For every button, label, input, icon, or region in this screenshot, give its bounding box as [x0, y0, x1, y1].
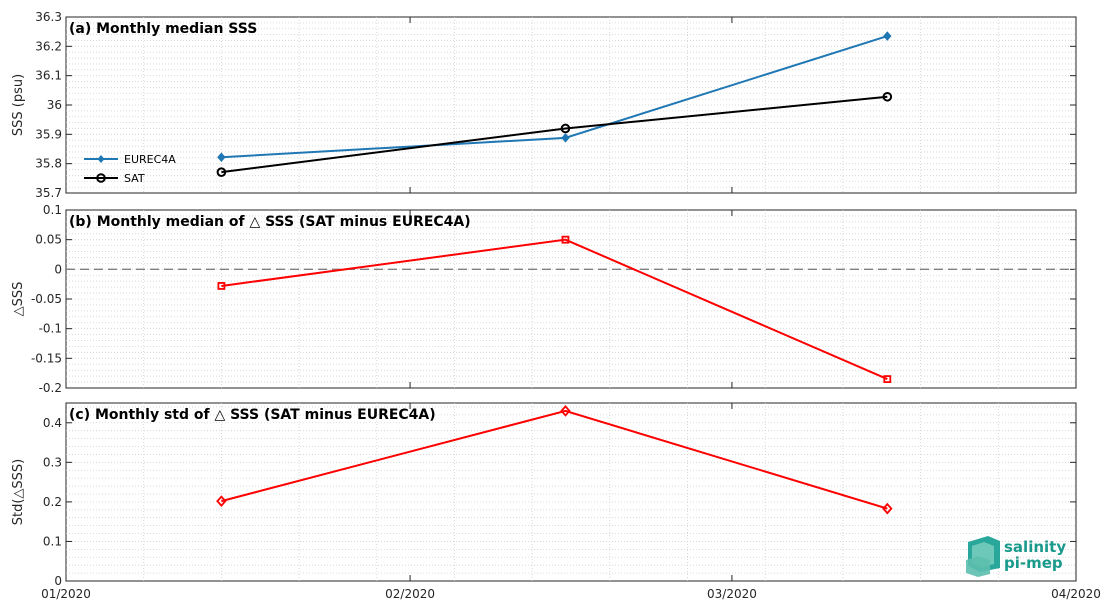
data-point	[560, 123, 571, 134]
series-line	[221, 409, 888, 510]
y-tick-label: 35.8	[35, 157, 62, 171]
gridlines	[66, 403, 1076, 581]
series-sat	[216, 91, 893, 177]
data-point	[561, 235, 570, 244]
y-tick-label: 0	[54, 262, 62, 276]
legend-marker	[97, 155, 105, 163]
data-point	[561, 133, 570, 143]
y-tick-label: 0.1	[43, 203, 62, 217]
y-axis-label: △SSS	[11, 282, 26, 317]
data-point	[882, 502, 893, 515]
gridlines	[66, 17, 1076, 193]
panel-3: 0 0.1 0.2 0.3 0.4 Std(△SSS) (c) Monthly std of…	[11, 402, 1077, 588]
y-axis-label: Std(△SSS)	[11, 459, 26, 526]
y-tick-label: 0	[54, 574, 62, 588]
legend-marker	[96, 173, 106, 183]
y-tick-label: -0.2	[39, 381, 62, 395]
y-tick-label: 36	[47, 98, 62, 112]
y-tick-label: 0.05	[35, 233, 62, 247]
y-tick-label: -0.15	[31, 351, 62, 365]
logo-text: pi-mep	[1004, 554, 1063, 572]
panel-2: -0.2 -0.15 -0.1 -0.05 0 0.05 0.1 △SSS (b) Monthl…	[11, 203, 1077, 395]
y-tick-label: 0.3	[43, 455, 62, 469]
panel-title: (c) Monthly std of △ SSS (SAT minus EURE…	[69, 407, 436, 423]
data-point	[883, 31, 892, 41]
data-point	[216, 167, 227, 177]
panel-title: (a) Monthly median SSS	[69, 21, 257, 37]
data-point	[216, 495, 227, 507]
legend: EUREC4A SAT	[84, 153, 176, 185]
x-tick-label: 02/2020	[385, 587, 435, 601]
y-tick-label: 0.4	[43, 416, 62, 430]
data-point	[217, 152, 226, 162]
series-eurec4a	[217, 31, 892, 162]
legend-label: EUREC4A	[124, 153, 176, 166]
panel-title: (b) Monthly median of △ SSS (SAT minus E…	[69, 214, 471, 230]
gridlines	[66, 210, 1076, 388]
data-point	[883, 375, 892, 384]
legend-label: SAT	[124, 172, 145, 185]
data-point	[560, 405, 571, 417]
data-point	[217, 282, 226, 290]
y-tick-label: -0.05	[31, 292, 62, 306]
series-line	[221, 95, 888, 174]
y-tick-label: 35.7	[35, 186, 62, 200]
data-point	[882, 91, 893, 102]
x-tick-label: 01/2020	[41, 587, 91, 601]
logo-mark	[966, 556, 990, 577]
y-tick-label: 0.1	[43, 534, 62, 548]
y-tick-label: -0.1	[39, 322, 62, 336]
y-tick-label: 36.2	[35, 39, 62, 53]
series-line	[221, 238, 888, 381]
panel-1: 35.7 35.8 35.9 36 36.1 36.2 36.3 SSS (psu) (a) M…	[11, 10, 1077, 200]
x-tick-label: 04/2020	[1051, 587, 1101, 601]
y-tick-label: 35.9	[35, 127, 62, 141]
y-tick-label: 0.2	[43, 495, 62, 509]
y-tick-label: 36.1	[35, 69, 62, 83]
logo-text: salinity	[1004, 538, 1066, 556]
plot-area	[65, 402, 1077, 582]
series-delta-sss	[216, 405, 893, 515]
series-delta-sss	[217, 235, 892, 384]
y-tick-label: 36.3	[35, 10, 62, 24]
y-axis-label: SSS (psu)	[11, 74, 26, 136]
x-tick-label: 03/2020	[707, 587, 757, 601]
